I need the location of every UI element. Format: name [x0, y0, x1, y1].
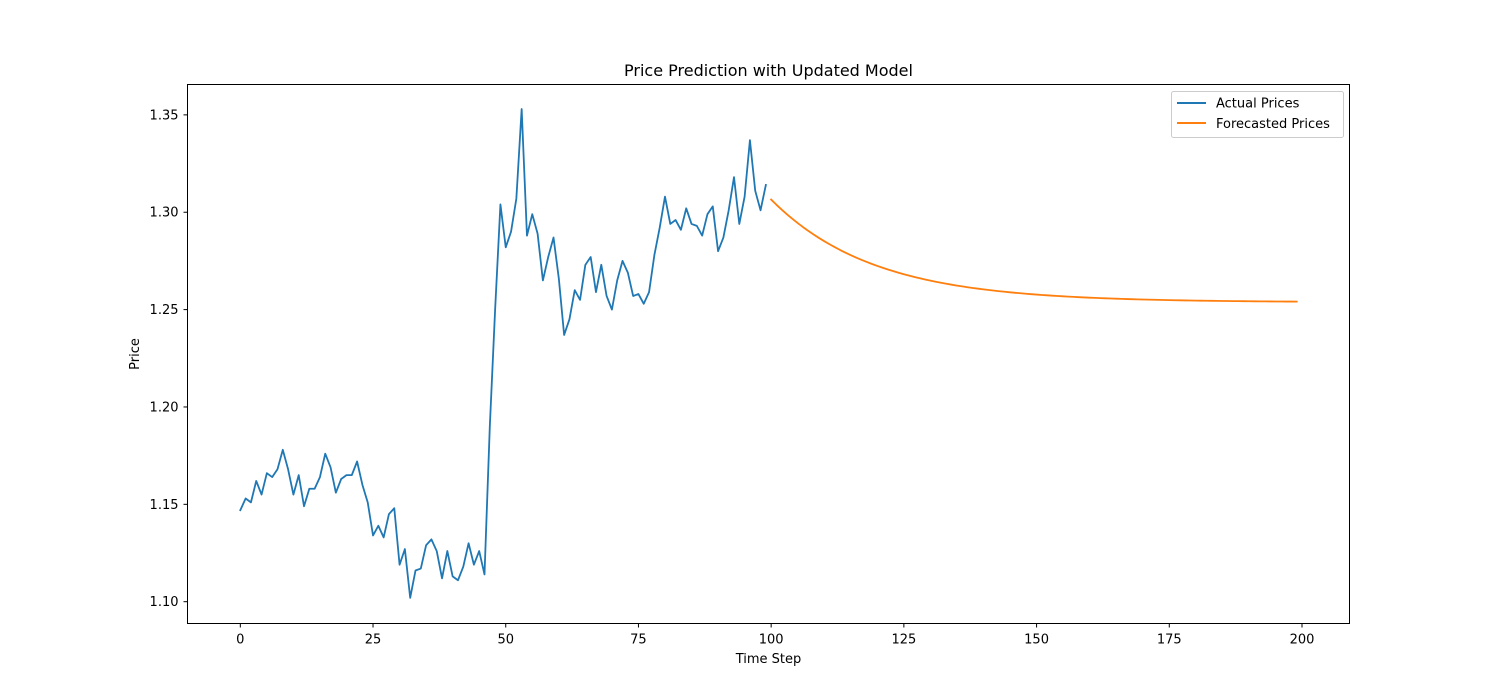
- series-line-actual-prices: [239, 108, 767, 599]
- legend: Actual Prices Forecasted Prices: [1171, 91, 1344, 138]
- y-axis: 1.10 1.15 1.20 1.25 1.30 1.35: [150, 108, 188, 610]
- chart-title: Price Prediction with Updated Model: [624, 61, 913, 80]
- y-tick-label: 1.35: [150, 108, 179, 123]
- x-tick-label: 150: [1024, 633, 1049, 648]
- x-axis: 0 25 50 75 100 125 150 175 200: [236, 623, 1315, 648]
- plot-area-frame: [187, 84, 1350, 624]
- x-tick-label: 0: [236, 633, 244, 648]
- x-tick-label: 200: [1290, 633, 1315, 648]
- series-layer: [239, 108, 1298, 599]
- legend-label-actual-prices: Actual Prices: [1216, 97, 1300, 112]
- x-axis-label: Time Step: [735, 652, 802, 667]
- legend-label-forecasted-prices: Forecasted Prices: [1216, 117, 1330, 132]
- y-tick-label: 1.10: [150, 595, 179, 610]
- x-tick-label: 25: [365, 633, 382, 648]
- y-tick-label: 1.30: [150, 206, 179, 221]
- x-tick-label: 50: [497, 633, 514, 648]
- x-tick-label: 75: [630, 633, 647, 648]
- series-line-forecasted-prices: [769, 198, 1298, 303]
- y-tick-label: 1.25: [150, 303, 179, 318]
- y-tick-label: 1.15: [150, 498, 179, 513]
- legend-frame: [1171, 91, 1344, 138]
- y-axis-label: Price: [128, 338, 143, 370]
- x-tick-label: 125: [891, 633, 916, 648]
- y-tick-label: 1.20: [150, 400, 179, 415]
- x-tick-label: 175: [1157, 633, 1182, 648]
- x-tick-label: 100: [759, 633, 784, 648]
